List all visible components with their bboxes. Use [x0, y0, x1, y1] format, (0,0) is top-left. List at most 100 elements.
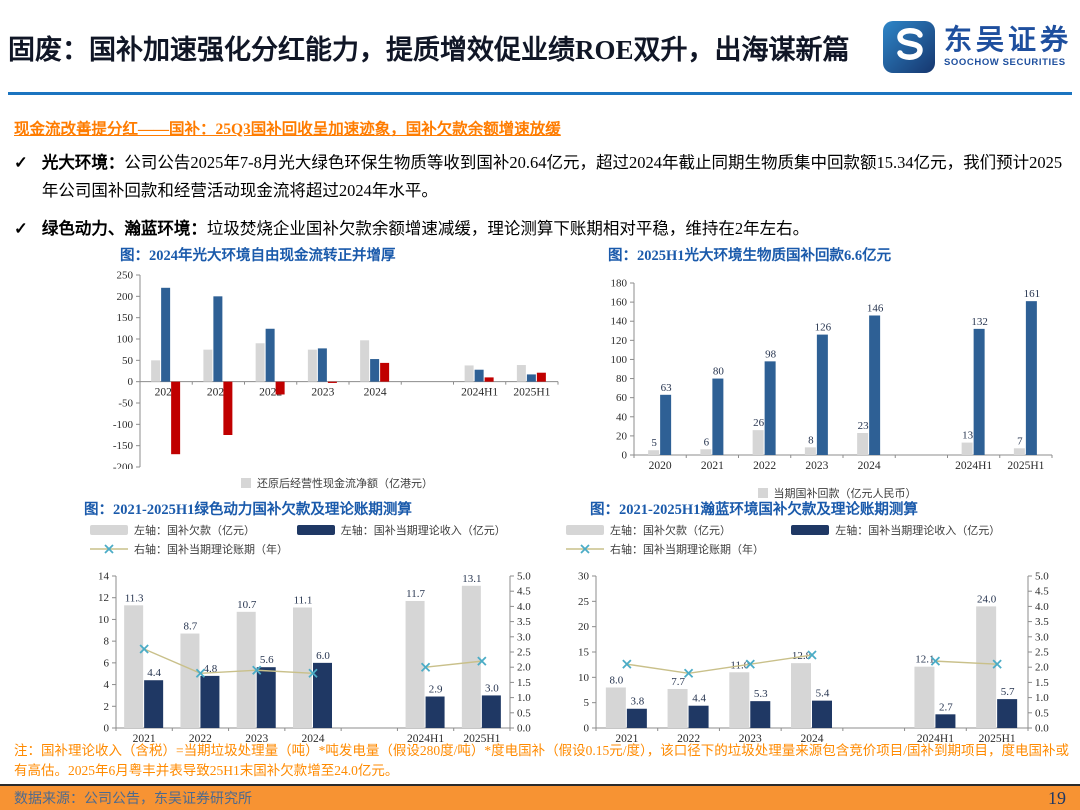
svg-text:2: 2: [104, 701, 110, 713]
svg-text:1.5: 1.5: [1035, 677, 1049, 689]
legend-swatch: [566, 525, 604, 535]
svg-text:25: 25: [578, 596, 590, 608]
svg-text:2021: 2021: [701, 460, 724, 472]
bullet-item: ✓ 绿色动力、瀚蓝环境：垃圾焚烧企业国补欠款余额增速减缓，理论测算下账期相对平稳…: [14, 215, 1068, 243]
svg-text:2024: 2024: [801, 733, 824, 745]
svg-text:126: 126: [815, 322, 832, 334]
page-number: 19: [1048, 787, 1066, 808]
legend-item: 左轴：国补欠款（亿元）: [566, 522, 791, 538]
chart-hanlan-receivables: 图：2021-2025H1瀚蓝环境国补欠款及理论账期测算 左轴：国补欠款（亿元）…: [560, 498, 1078, 755]
svg-text:2024: 2024: [858, 460, 881, 472]
svg-text:3.0: 3.0: [485, 682, 499, 694]
check-icon: ✓: [14, 218, 28, 238]
chart-canvas: 0 20 40 60 80 100 120 140 160 180 2020 2021 2022 2023…: [598, 267, 1076, 484]
header-divider: [8, 92, 1072, 95]
svg-text:2024H1: 2024H1: [407, 733, 444, 745]
brand-text: 东吴证券 SOOCHOW SECURITIES: [944, 26, 1072, 68]
note-text: 注：国补理论收入（含税）=当期垃圾处理量（吨）*吨发电量（假设280度/吨）*度…: [14, 743, 1069, 779]
svg-text:14: 14: [98, 571, 110, 583]
chart-title: 图：2021-2025H1瀚蓝环境国补欠款及理论账期测算: [590, 502, 918, 518]
svg-text:5.4: 5.4: [816, 688, 830, 700]
svg-text:10: 10: [578, 672, 590, 684]
svg-text:5.7: 5.7: [1001, 686, 1015, 698]
chart-legend: 当期国补回款（亿元人民币）: [598, 485, 1076, 501]
header: 固废：国补加速强化分红能力，提质增效促业绩ROE双升，出海谋新篇 东吴证券 SO…: [8, 20, 1072, 74]
svg-text:100: 100: [117, 334, 134, 346]
svg-text:0.5: 0.5: [1035, 707, 1049, 719]
svg-text:0: 0: [104, 723, 110, 735]
svg-text:11.1: 11.1: [294, 594, 313, 606]
bullet-label: 光大环境：: [41, 153, 125, 172]
svg-text:4.5: 4.5: [517, 586, 531, 598]
svg-text:160: 160: [611, 297, 628, 309]
svg-text:2024: 2024: [302, 733, 325, 745]
svg-text:5: 5: [651, 437, 657, 449]
svg-text:7.7: 7.7: [671, 676, 685, 688]
legend-swatch: [296, 525, 335, 535]
svg-text:3.0: 3.0: [1035, 631, 1049, 643]
chart-legend: 左轴：国补欠款（亿元） 左轴：国补当期理论收入（亿元） 右轴：国补当期理论账期（年）: [90, 522, 560, 557]
svg-text:2023: 2023: [245, 733, 268, 745]
legend-line-marker-icon: [90, 544, 128, 554]
svg-text:2.0: 2.0: [517, 662, 531, 674]
section-subtitle: 现金流改善提分红——国补：25Q3国补回收呈加速迹象，国补欠款余额增速放缓: [14, 121, 561, 138]
bullet-content: 绿色动力、瀚蓝环境：垃圾焚烧企业国补欠款余额增速减缓，理论测算下账期相对平稳，维…: [42, 215, 809, 243]
svg-text:2.5: 2.5: [517, 647, 531, 659]
svg-text:-50: -50: [118, 398, 133, 410]
svg-text:2024H1: 2024H1: [955, 460, 992, 472]
svg-text:-150: -150: [113, 440, 134, 452]
legend-line-marker-icon: [566, 544, 604, 554]
bullet-text: 垃圾焚烧企业国补欠款余额增速减缓，理论测算下账期相对平稳，维持在2年左右。: [206, 218, 810, 238]
svg-text:7: 7: [1017, 435, 1023, 447]
svg-text:2.5: 2.5: [1035, 647, 1049, 659]
bullet-list: ✓ 光大环境：公司公告2025年7-8月光大绿色环保生物质等收到国补20.64亿…: [14, 140, 1068, 243]
svg-text:12.1: 12.1: [915, 654, 934, 666]
svg-text:2024: 2024: [364, 387, 387, 399]
check-icon: ✓: [14, 153, 28, 172]
svg-text:11.3: 11.3: [125, 592, 144, 604]
svg-text:2024H1: 2024H1: [917, 733, 954, 745]
svg-text:132: 132: [971, 316, 988, 328]
svg-text:15: 15: [578, 647, 590, 659]
svg-text:0.0: 0.0: [517, 723, 531, 735]
source-bar: 数据来源：公司公告，东吴证券研究所 19: [0, 784, 1080, 810]
svg-text:3.5: 3.5: [517, 616, 531, 628]
svg-text:2020: 2020: [649, 460, 672, 472]
svg-text:30: 30: [578, 571, 590, 583]
svg-text:2024H1: 2024H1: [461, 387, 498, 399]
svg-text:5.6: 5.6: [260, 654, 274, 666]
legend-swatch: [791, 525, 830, 535]
svg-text:10: 10: [98, 614, 110, 626]
svg-text:1.0: 1.0: [517, 692, 531, 704]
svg-text:60: 60: [616, 392, 628, 404]
svg-text:20: 20: [616, 430, 628, 442]
svg-text:6: 6: [104, 657, 110, 669]
svg-text:5.3: 5.3: [754, 688, 768, 700]
svg-text:20: 20: [578, 621, 590, 633]
svg-text:6.0: 6.0: [316, 650, 330, 662]
legend-item: 还原后经营性现金流净额（亿港元）: [241, 475, 433, 491]
svg-text:180: 180: [611, 278, 628, 290]
svg-text:2022: 2022: [677, 733, 700, 745]
svg-text:3.5: 3.5: [1035, 616, 1049, 628]
svg-text:2025H1: 2025H1: [979, 733, 1016, 745]
svg-text:100: 100: [611, 354, 628, 366]
svg-text:2023: 2023: [311, 387, 334, 399]
svg-text:13: 13: [962, 430, 974, 442]
legend-swatch: [241, 478, 251, 488]
svg-text:8.7: 8.7: [184, 621, 198, 633]
svg-text:40: 40: [616, 411, 628, 423]
svg-text:2.0: 2.0: [1035, 662, 1049, 674]
bullet-content: 光大环境：公司公告2025年7-8月光大绿色环保生物质等收到国补20.64亿元，…: [42, 149, 1068, 206]
svg-text:4.4: 4.4: [147, 667, 161, 679]
svg-text:8: 8: [808, 434, 814, 446]
legend-item: 当期国补回款（亿元人民币）: [757, 485, 917, 501]
svg-text:2.9: 2.9: [429, 684, 443, 696]
page-title: 固废：国补加速强化分红能力，提质增效促业绩ROE双升，出海谋新篇: [8, 34, 850, 65]
svg-text:0.5: 0.5: [517, 707, 531, 719]
svg-text:80: 80: [616, 373, 628, 385]
chart-title: 图：2025H1光大环境生物质国补回款6.6亿元: [608, 248, 892, 264]
legend-item: 左轴：国补当期理论收入（亿元）: [791, 522, 1073, 538]
svg-text:10.7: 10.7: [237, 599, 257, 611]
svg-text:0: 0: [128, 376, 134, 388]
